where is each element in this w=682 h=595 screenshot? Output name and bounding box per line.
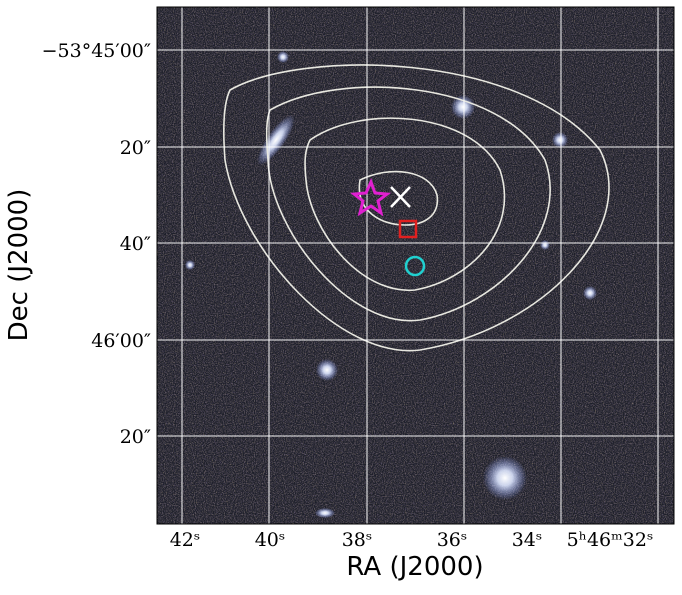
y-axis-label: Dec (J2000) bbox=[4, 189, 34, 342]
y-tick-label: 20″ bbox=[120, 137, 151, 159]
y-tick-label: 40″ bbox=[120, 233, 151, 255]
sky-image bbox=[157, 7, 674, 524]
x-tick-label: 38ˢ bbox=[342, 529, 373, 551]
x-tick-label: 40ˢ bbox=[255, 529, 286, 551]
x-tick-label: 42ˢ bbox=[170, 529, 201, 551]
star-marker bbox=[350, 178, 391, 217]
x-tick-label: 36ˢ bbox=[437, 529, 468, 551]
grid bbox=[157, 7, 674, 524]
y-tick-label: −53°45′00″ bbox=[42, 40, 151, 62]
x-tick-label: 34ˢ bbox=[512, 529, 543, 551]
y-tick-label: 46′00″ bbox=[91, 330, 151, 352]
square-marker bbox=[398, 219, 418, 239]
frame bbox=[156, 6, 675, 525]
circle-marker bbox=[404, 255, 426, 277]
x-tick-label: 5ʰ46ᵐ32ˢ bbox=[567, 529, 654, 551]
x-axis-label: RA (J2000) bbox=[346, 552, 483, 582]
y-tick-label: 20″ bbox=[120, 426, 151, 448]
cross-marker bbox=[390, 186, 411, 208]
